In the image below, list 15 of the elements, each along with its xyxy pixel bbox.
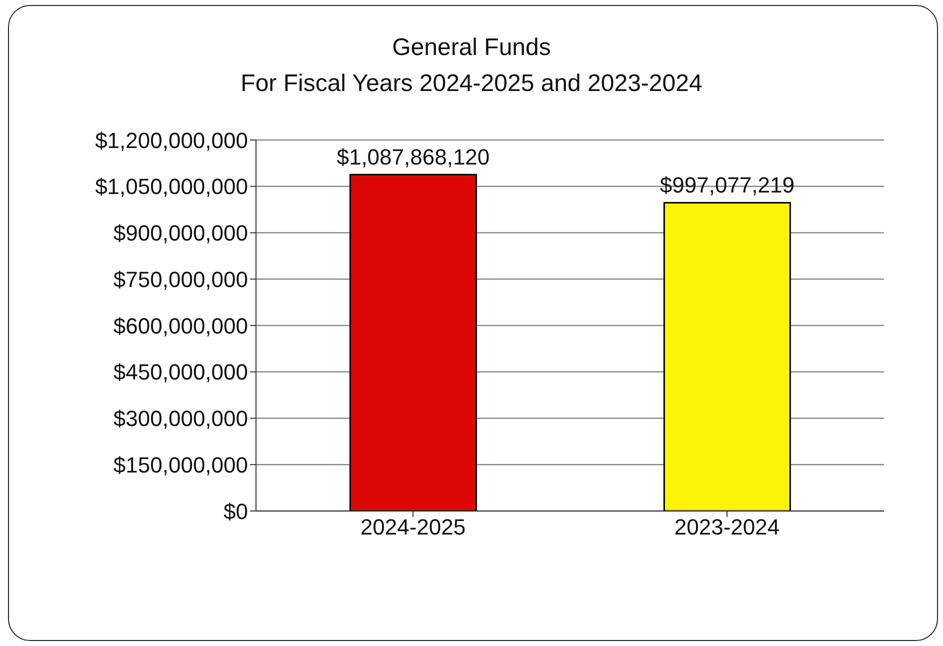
y-tick-label: $0: [224, 498, 248, 524]
y-tick-label: $1,050,000,000: [95, 174, 248, 200]
y-tick-label: $450,000,000: [113, 360, 248, 385]
y-tick-label: $600,000,000: [113, 313, 248, 338]
y-tick-label: $150,000,000: [113, 452, 248, 478]
y-tick-label: $900,000,000: [113, 220, 248, 246]
data-label: $997,077,219: [660, 172, 794, 198]
data-label: $1,087,868,120: [336, 144, 490, 170]
y-tick-label: $300,000,000: [113, 406, 248, 432]
chart-title: General Funds: [391, 33, 552, 63]
x-tick-label: 2024-2025: [360, 514, 466, 540]
y-tick-label: $750,000,000: [113, 266, 248, 292]
chart-subtitle: For Fiscal Years 2024-2025 and 2023-2024: [240, 69, 704, 99]
x-tick-label: 2023-2024: [674, 514, 780, 540]
y-tick-label: $1,200,000,000: [95, 128, 248, 153]
